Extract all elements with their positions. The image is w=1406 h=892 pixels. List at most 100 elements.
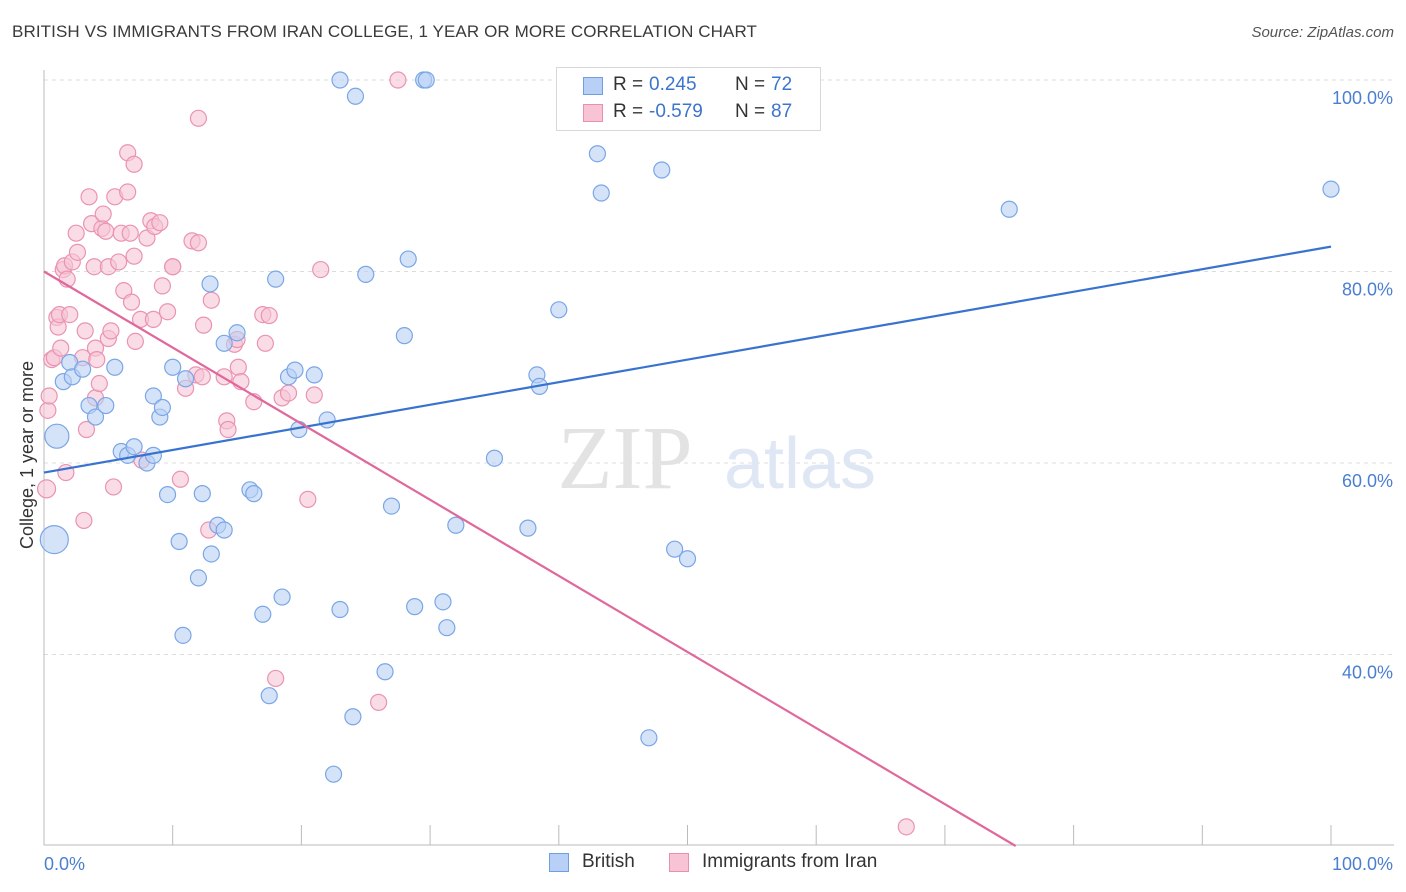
iran-point [88, 350, 106, 369]
iran-point [80, 188, 98, 206]
iran-point [67, 224, 85, 242]
british-point [176, 370, 195, 388]
british-point [406, 598, 424, 616]
british-point [519, 519, 537, 537]
british-point [74, 360, 92, 378]
british-point [170, 532, 188, 551]
iran-point [267, 669, 285, 688]
iran-point [202, 291, 220, 309]
iran-point [299, 490, 317, 508]
watermark-atlas: atlas [724, 424, 876, 504]
legend-n-label: N = [735, 74, 766, 95]
iran-point [144, 310, 162, 328]
iran-point [153, 277, 172, 295]
legend: R = 0.245 N = 72 R = -0.579 N = 87 [556, 67, 821, 131]
legend-n-label: N = [735, 101, 766, 122]
iran-point [52, 339, 70, 357]
british-point [382, 497, 401, 515]
iran-point [305, 386, 323, 404]
british-point [399, 250, 417, 268]
iran-point [75, 511, 93, 530]
trend-line-iran [43, 270, 1017, 847]
british-point [164, 358, 182, 376]
iran-point [229, 358, 247, 376]
british-point [344, 708, 362, 726]
british-point [215, 521, 233, 539]
legend-r-label: R = [613, 74, 644, 95]
legend-r-label: R = [613, 101, 644, 122]
bottom-legend-label-iran: Immigrants from Iran [702, 851, 878, 872]
iran-point [151, 214, 169, 232]
legend-r-value: 0.245 [649, 74, 697, 95]
legend-n-value: 87 [771, 101, 793, 122]
iran-point [90, 374, 108, 393]
x-tick-label: 100.0% [1332, 854, 1393, 874]
iran-point [260, 306, 278, 325]
british-point [395, 327, 413, 345]
iran-point [104, 478, 123, 496]
iran-point [158, 303, 177, 321]
british-point [193, 485, 211, 503]
british-point [201, 275, 219, 293]
british-point [305, 366, 323, 384]
iran-point [125, 247, 143, 265]
iran-point [219, 420, 237, 439]
iran-point [164, 258, 182, 276]
chart-source: Source: ZipAtlas.com [1251, 24, 1394, 41]
iran-point [36, 479, 57, 499]
british-point [640, 729, 658, 747]
chart-title: BRITISH VS IMMIGRANTS FROM IRAN COLLEGE,… [12, 22, 758, 41]
bottom-legend-swatch-british [549, 853, 569, 872]
watermark: ZIP atlas [558, 409, 877, 508]
axes [43, 70, 1394, 846]
iran-point [102, 322, 120, 340]
bottom-legend-swatch-iran [669, 853, 689, 872]
british-point [485, 449, 504, 467]
iran-point [40, 387, 58, 405]
legend-n-value: 72 [771, 74, 793, 95]
british-point [447, 516, 465, 534]
iran-point [122, 293, 141, 311]
british-point [286, 361, 304, 379]
british-point [318, 411, 336, 429]
british-point [86, 408, 105, 426]
british-point [174, 626, 192, 644]
british-point [215, 334, 233, 352]
british-point [324, 765, 343, 783]
british-point [417, 71, 435, 89]
iran-point [389, 71, 407, 89]
y-tick-label: 40.0% [1342, 663, 1393, 683]
british-point [39, 524, 69, 555]
iran-point [370, 693, 388, 711]
british-point [346, 87, 365, 105]
iran-point [193, 368, 211, 386]
british-point [158, 485, 177, 504]
british-point [434, 593, 452, 611]
british-point [357, 265, 375, 283]
iran-point [110, 253, 128, 271]
british-point [254, 605, 272, 623]
series-british-points [39, 71, 1340, 783]
british-point [97, 396, 115, 415]
iran-point [119, 183, 137, 201]
iran-point [68, 243, 87, 261]
legend-swatch-iran [583, 104, 603, 122]
iran-point [39, 401, 57, 419]
british-point [678, 550, 697, 568]
iran-point [76, 322, 94, 340]
british-point [267, 270, 285, 288]
british-point [260, 687, 278, 705]
iran-point [897, 818, 915, 836]
british-point [588, 145, 607, 163]
bottom-legend-label-british: British [582, 851, 635, 872]
iran-point [97, 222, 115, 240]
british-point [125, 438, 143, 456]
british-point [144, 387, 162, 405]
y-tick-label: 60.0% [1342, 471, 1393, 491]
british-point [438, 619, 456, 637]
iran-point [125, 155, 143, 173]
british-point [153, 398, 172, 417]
british-point [1322, 180, 1340, 198]
iran-point [189, 234, 208, 252]
